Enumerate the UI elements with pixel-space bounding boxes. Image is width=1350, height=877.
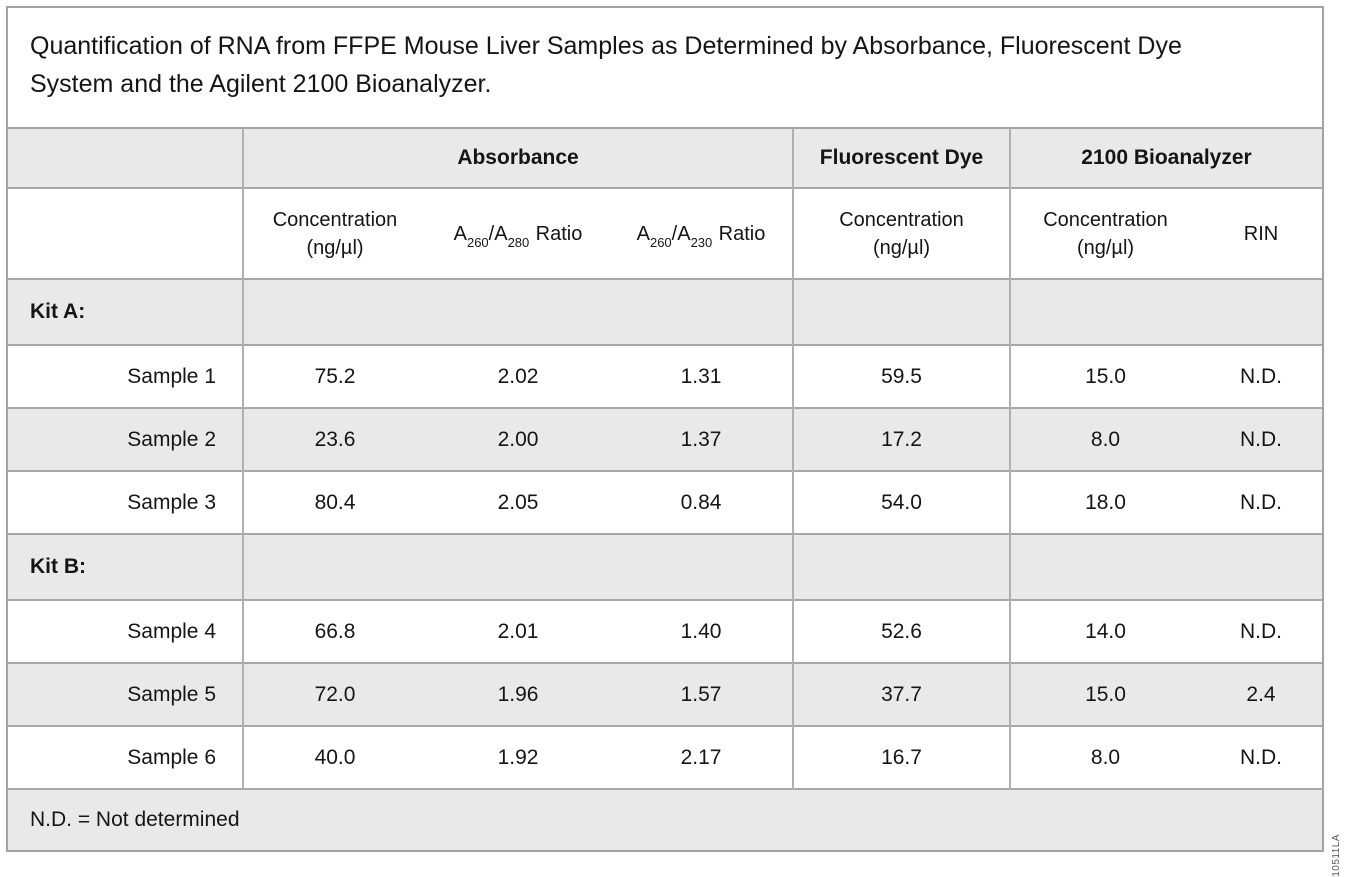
- row-label: Sample 4: [8, 599, 243, 663]
- data-cell: 2.02: [426, 344, 610, 408]
- table-row-sample-2: Sample 2 23.6 2.00 1.37 17.2 8.0 N.D.: [8, 407, 1322, 471]
- concentration-label: Concentration: [272, 208, 398, 231]
- data-cell: 59.5: [792, 344, 1010, 408]
- table-row-sample-5: Sample 5 72.0 1.96 1.57 37.7 15.0 2.4: [8, 662, 1322, 726]
- data-cell: N.D.: [1200, 407, 1322, 471]
- rna-quantification-table: Absorbance Fluorescent Dye 2100 Bioanaly…: [8, 129, 1322, 850]
- empty-cell: [792, 533, 1010, 600]
- data-cell: 1.31: [610, 344, 793, 408]
- ratio-sub-260: 260: [466, 234, 489, 250]
- row-label: Sample 5: [8, 662, 243, 726]
- data-cell: N.D.: [1200, 344, 1322, 408]
- group-header-fluorescent-dye: Fluorescent Dye: [792, 129, 1010, 188]
- ratio-pre: A: [453, 222, 467, 245]
- table-row-sample-1: Sample 1 75.2 2.02 1.31 59.5 15.0 N.D.: [8, 344, 1322, 408]
- data-cell: N.D.: [1200, 470, 1322, 534]
- data-cell: 2.00: [426, 407, 610, 471]
- empty-cell: [1009, 278, 1322, 345]
- concentration-label: Concentration: [839, 208, 964, 231]
- table-caption-line1: Quantification of RNA from FFPE Mouse Li…: [30, 32, 1182, 60]
- row-label-header-empty: [8, 187, 243, 279]
- row-label: Sample 1: [8, 344, 243, 408]
- col-header-bioanalyzer-concentration: Concentration (ng/µl): [1009, 187, 1200, 279]
- table-caption-line2: System and the Agilent 2100 Bioanalyzer.: [30, 70, 492, 98]
- table-row-sample-6: Sample 6 40.0 1.92 2.17 16.7 8.0 N.D.: [8, 725, 1322, 789]
- data-cell: 15.0: [1009, 662, 1200, 726]
- data-cell: 17.2: [792, 407, 1010, 471]
- empty-cell: [242, 278, 793, 345]
- ratio-mid: /A: [488, 222, 508, 245]
- data-cell: 72.0: [242, 662, 426, 726]
- data-cell: 15.0: [1009, 344, 1200, 408]
- data-cell: 16.7: [792, 725, 1010, 789]
- data-cell: 23.6: [242, 407, 426, 471]
- data-cell: 18.0: [1009, 470, 1200, 534]
- data-cell: 0.84: [610, 470, 793, 534]
- footnote: N.D. = Not determined: [8, 788, 1322, 850]
- table-row-sample-3: Sample 3 80.4 2.05 0.84 54.0 18.0 N.D.: [8, 470, 1322, 534]
- col-header-a260-a230-ratio: A260/A230 Ratio: [610, 187, 793, 279]
- ratio-sub-260: 260: [649, 234, 672, 250]
- data-cell: 8.0: [1009, 407, 1200, 471]
- kit-b-label: Kit B:: [8, 533, 243, 600]
- ratio-pre: A: [636, 222, 650, 245]
- col-header-rin: RIN: [1200, 187, 1322, 279]
- col-header-absorbance-concentration: Concentration (ng/µl): [242, 187, 426, 279]
- empty-cell: [792, 278, 1010, 345]
- data-cell: N.D.: [1200, 599, 1322, 663]
- data-cell: 2.17: [610, 725, 793, 789]
- empty-cell: [1009, 533, 1322, 600]
- data-cell: 52.6: [792, 599, 1010, 663]
- row-label: Sample 2: [8, 407, 243, 471]
- group-header-absorbance: Absorbance: [242, 129, 793, 188]
- ratio-suffix: Ratio: [535, 222, 583, 245]
- data-cell: 8.0: [1009, 725, 1200, 789]
- data-cell: 75.2: [242, 344, 426, 408]
- concentration-label: Concentration: [1043, 208, 1168, 231]
- data-cell: 40.0: [242, 725, 426, 789]
- table-caption: Quantification of RNA from FFPE Mouse Li…: [8, 8, 1322, 129]
- col-header-dye-concentration: Concentration (ng/µl): [792, 187, 1010, 279]
- table-row-group-headers: Absorbance Fluorescent Dye 2100 Bioanaly…: [8, 129, 1322, 188]
- table-row-footnote: N.D. = Not determined: [8, 788, 1322, 850]
- data-cell: 54.0: [792, 470, 1010, 534]
- table-row-kit-a: Kit A:: [8, 278, 1322, 345]
- concentration-unit: (ng/µl): [872, 236, 931, 259]
- concentration-header: Concentration (ng/µl): [794, 206, 1009, 262]
- data-cell: N.D.: [1200, 725, 1322, 789]
- concentration-unit: (ng/µl): [306, 236, 364, 259]
- data-cell: 1.57: [610, 662, 793, 726]
- corner-empty-cell: [8, 129, 243, 188]
- row-label: Sample 3: [8, 470, 243, 534]
- data-cell: 2.4: [1200, 662, 1322, 726]
- empty-cell: [242, 533, 793, 600]
- concentration-unit: (ng/µl): [1076, 236, 1135, 259]
- concentration-header: Concentration (ng/µl): [244, 206, 426, 262]
- publication-code: 10511LA: [1331, 834, 1342, 877]
- data-cell: 2.05: [426, 470, 610, 534]
- data-cell: 1.40: [610, 599, 793, 663]
- data-cell: 14.0: [1009, 599, 1200, 663]
- data-cell: 80.4: [242, 470, 426, 534]
- rna-quantification-table-card: Quantification of RNA from FFPE Mouse Li…: [6, 6, 1324, 852]
- data-cell: 66.8: [242, 599, 426, 663]
- table-row-sample-4: Sample 4 66.8 2.01 1.40 52.6 14.0 N.D.: [8, 599, 1322, 663]
- ratio-mid: /A: [671, 222, 691, 245]
- data-cell: 1.37: [610, 407, 793, 471]
- row-label: Sample 6: [8, 725, 243, 789]
- table-row-column-headers: Concentration (ng/µl) A260/A280 Ratio A260…: [8, 187, 1322, 279]
- data-cell: 37.7: [792, 662, 1010, 726]
- table-row-kit-b: Kit B:: [8, 533, 1322, 600]
- kit-a-label: Kit A:: [8, 278, 243, 345]
- group-header-2100-bioanalyzer: 2100 Bioanalyzer: [1009, 129, 1322, 188]
- ratio-sub-230: 230: [690, 234, 713, 250]
- data-cell: 1.96: [426, 662, 610, 726]
- data-cell: 1.92: [426, 725, 610, 789]
- data-cell: 2.01: [426, 599, 610, 663]
- concentration-header: Concentration (ng/µl): [1011, 206, 1200, 262]
- col-header-a260-a280-ratio: A260/A280 Ratio: [426, 187, 610, 279]
- ratio-sub-280: 280: [507, 234, 530, 250]
- ratio-suffix: Ratio: [718, 222, 766, 245]
